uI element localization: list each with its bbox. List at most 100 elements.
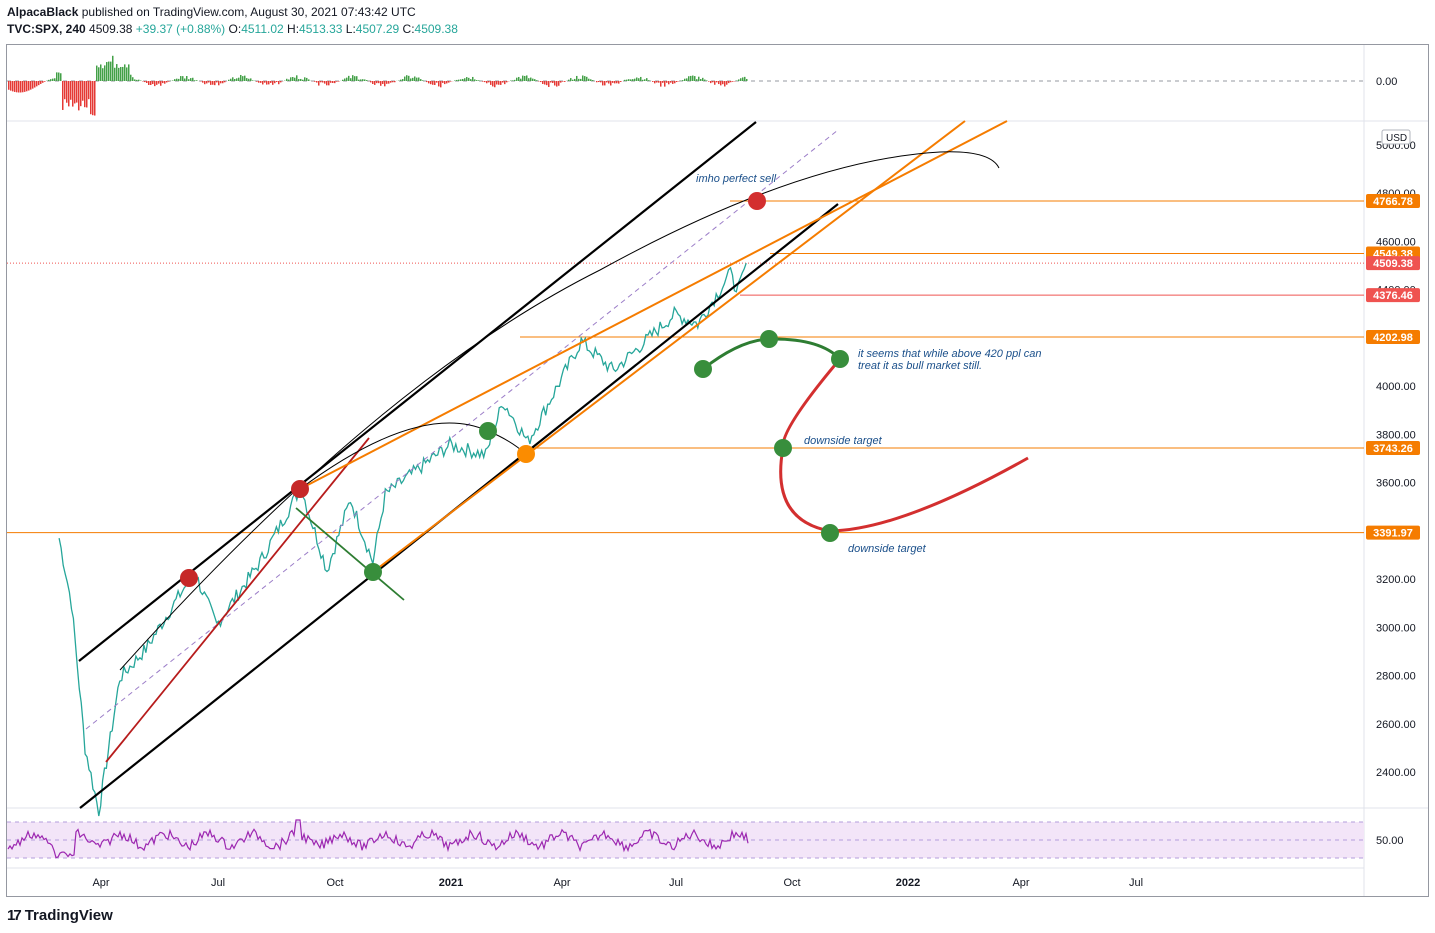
osc-bar <box>24 81 26 92</box>
small-arc-curve[interactable] <box>299 422 527 490</box>
orange-lower-trendline[interactable] <box>372 120 966 573</box>
osc-bar <box>550 81 552 83</box>
marker-green-3[interactable] <box>694 360 712 378</box>
time-axis[interactable]: Apr Jul Oct 2021 Apr Jul Oct 2022 Apr Jul <box>92 877 1143 889</box>
marker-green-7[interactable] <box>821 524 839 542</box>
price-pane[interactable]: imho perfect sell it seems that while ab… <box>7 120 1364 817</box>
osc-bar <box>32 81 34 89</box>
osc-bar <box>444 81 446 85</box>
price-axis[interactable]: 4800.004600.004400.004200.004000.003800.… <box>1366 129 1420 779</box>
osc-bar <box>492 81 494 87</box>
osc-bar <box>8 81 10 90</box>
osc-bar <box>688 76 690 81</box>
close-value: 4509.38 <box>414 22 458 36</box>
osc-bar <box>96 65 98 81</box>
annotation-perfect-sell[interactable]: imho perfect sell <box>696 173 777 185</box>
annotation-bull-line2[interactable]: treat it as bull market still. <box>858 360 982 372</box>
y-tick-label-1: 4600.00 <box>1376 236 1416 248</box>
osc-bar <box>106 62 108 81</box>
osc-bar <box>730 81 732 83</box>
osc-bar <box>624 79 626 81</box>
osc-bar <box>392 81 394 83</box>
marker-red-mid[interactable] <box>291 480 309 498</box>
tradingview-wordmark[interactable]: TradingView <box>24 906 113 924</box>
osc-bar <box>244 75 246 81</box>
osc-bar <box>604 81 606 86</box>
osc-bar <box>430 81 432 85</box>
osc-bar <box>192 77 194 81</box>
osc-bar <box>664 81 666 87</box>
osc-bar <box>390 81 392 83</box>
marker-green-1[interactable] <box>479 422 497 440</box>
red-trendline[interactable] <box>105 437 370 763</box>
osc-bar <box>640 76 642 81</box>
green-trendline[interactable] <box>295 507 405 601</box>
osc-bar <box>338 81 340 82</box>
osc-bar <box>64 81 66 100</box>
osc-bar <box>78 81 80 111</box>
osc-bar <box>628 79 630 81</box>
marker-green-2[interactable] <box>364 563 382 581</box>
osc-bar <box>118 67 120 81</box>
osc-bar <box>168 81 170 82</box>
osc-bar <box>230 78 232 81</box>
osc-bar <box>402 79 404 81</box>
osc-bar <box>294 77 296 81</box>
osc-bar <box>372 81 374 84</box>
tradingview-logo-icon: 17 <box>7 906 22 924</box>
osc-bar <box>666 81 668 83</box>
osc-bar <box>130 74 132 81</box>
marker-green-6[interactable] <box>774 439 792 457</box>
currency-badge[interactable] <box>1381 129 1411 145</box>
big-arc-curve[interactable] <box>119 151 1000 671</box>
osc-bar <box>252 80 254 81</box>
published-text: published on TradingView.com, August 30,… <box>81 5 416 19</box>
osc-bar <box>186 76 188 81</box>
price-tag-text-2: 4509.38 <box>1373 258 1413 270</box>
osc-bar <box>438 81 440 87</box>
osc-bar <box>124 64 126 81</box>
osc-bar <box>686 78 688 81</box>
osc-bar <box>20 81 22 93</box>
oscillator-pane[interactable]: 0.00 <box>7 55 1397 116</box>
marker-green-5[interactable] <box>831 350 849 368</box>
osc-bar <box>268 81 270 85</box>
osc-bar <box>174 79 176 81</box>
annotation-downside-2[interactable]: downside target <box>848 543 927 555</box>
osc-bar <box>698 76 700 81</box>
osc-bar <box>128 64 130 81</box>
osc-bar <box>26 81 28 92</box>
rsi-pane[interactable]: 50.00 <box>7 819 1404 859</box>
osc-bar <box>746 78 748 81</box>
osc-bar <box>112 55 114 81</box>
osc-bar <box>576 75 578 81</box>
marker-green-4[interactable] <box>760 330 778 348</box>
author-name[interactable]: AlpacaBlack <box>7 5 79 19</box>
price-tag-text-6: 3391.97 <box>1373 528 1413 540</box>
marker-red-low[interactable] <box>180 569 198 587</box>
osc-bar <box>448 81 450 83</box>
osc-bar <box>654 81 656 84</box>
annotation-downside-1[interactable]: downside target <box>804 435 883 447</box>
red-projection-curve[interactable] <box>779 358 1029 533</box>
osc-bar <box>464 78 466 81</box>
osc-bar <box>76 81 78 103</box>
osc-bar <box>620 81 622 82</box>
y-tick-label-10: 2800.00 <box>1376 671 1416 683</box>
x-tick-label-6: Oct <box>783 877 800 889</box>
marker-red-top[interactable] <box>748 192 766 210</box>
annotation-bull-line1[interactable]: it seems that while above 420 ppl can <box>858 348 1041 360</box>
osc-bar <box>280 81 282 83</box>
orange-upper-trendline[interactable] <box>299 120 1008 490</box>
osc-bar <box>222 81 224 84</box>
osc-bar <box>476 80 478 81</box>
channel-mid-dashed-line[interactable] <box>85 129 839 730</box>
osc-bar <box>668 81 670 85</box>
marker-orange[interactable] <box>517 445 535 463</box>
osc-bar <box>700 79 702 81</box>
osc-bar <box>460 79 462 81</box>
osc-bar <box>326 81 328 86</box>
x-tick-label-8: Apr <box>1012 877 1029 889</box>
osc-bar <box>188 79 190 81</box>
